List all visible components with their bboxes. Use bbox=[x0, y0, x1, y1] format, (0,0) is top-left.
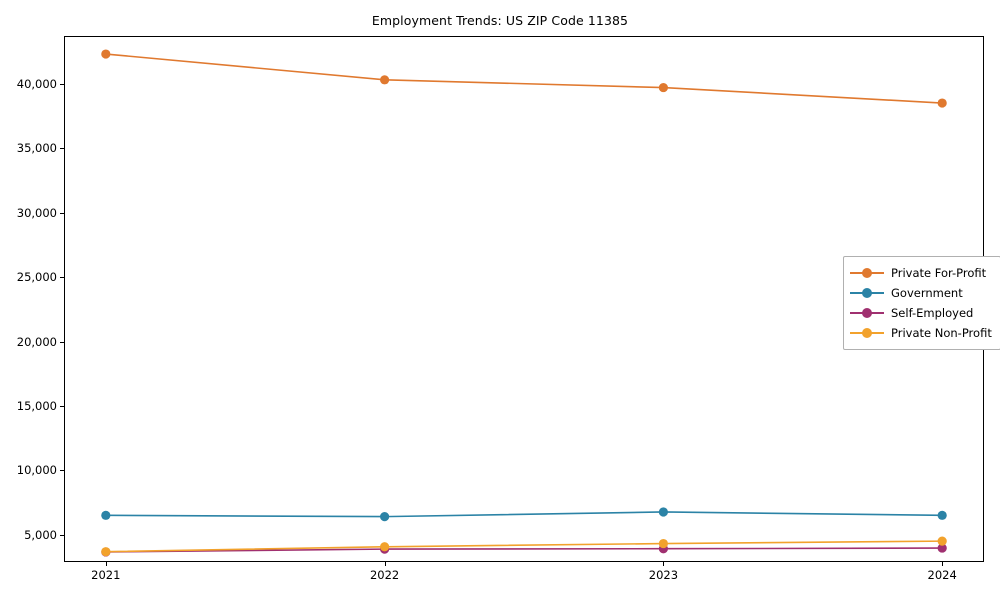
y-tick-label: 5,000 bbox=[24, 527, 57, 542]
legend-marker-icon bbox=[850, 306, 884, 320]
legend-dot-icon bbox=[862, 328, 872, 338]
y-tick-label: 35,000 bbox=[16, 141, 57, 156]
y-axis-tick-labels: 5,000 10,000 15,000 20,000 25,000 30,000 35,00… bbox=[0, 0, 57, 600]
series-line bbox=[105, 540, 943, 553]
data-point-marker bbox=[101, 547, 111, 557]
legend-marker-icon bbox=[850, 286, 884, 300]
data-point-marker bbox=[937, 510, 947, 520]
data-point-marker bbox=[380, 512, 390, 522]
x-tick-mark bbox=[663, 562, 665, 566]
data-point-marker bbox=[658, 82, 668, 93]
chart-title: Employment Trends: US ZIP Code 11385 bbox=[371, 13, 629, 28]
y-tick-label: 20,000 bbox=[16, 334, 57, 349]
series-private-non-profit bbox=[101, 536, 947, 557]
y-tick-mark bbox=[60, 470, 64, 472]
series-line bbox=[105, 53, 943, 104]
data-point-marker bbox=[380, 542, 390, 552]
y-tick-label: 40,000 bbox=[16, 76, 57, 91]
series-line bbox=[105, 511, 943, 518]
y-tick-mark bbox=[60, 212, 64, 214]
y-tick-label: 10,000 bbox=[16, 463, 57, 478]
legend-dot-icon bbox=[862, 268, 872, 278]
series-line bbox=[105, 547, 943, 553]
chart-legend[interactable]: Private For-Profit Government Self-Employe… bbox=[843, 256, 1000, 350]
legend-label: Self-Employed bbox=[891, 306, 974, 320]
x-tick-mark bbox=[105, 562, 107, 566]
data-point-marker bbox=[380, 75, 390, 85]
data-point-marker bbox=[937, 98, 947, 108]
legend-item[interactable]: Government bbox=[850, 283, 992, 303]
data-point-marker bbox=[937, 543, 947, 553]
legend-item[interactable]: Self-Employed bbox=[850, 303, 992, 323]
x-tick-mark bbox=[384, 562, 386, 566]
x-tick-label: 2022 bbox=[369, 568, 400, 582]
legend-label: Private For-Profit bbox=[891, 266, 987, 280]
y-tick-label: 30,000 bbox=[16, 205, 57, 220]
legend-marker-icon bbox=[850, 326, 884, 340]
x-tick-label: 2024 bbox=[927, 568, 957, 582]
data-point-marker bbox=[101, 49, 111, 59]
legend-label: Government bbox=[891, 286, 963, 300]
x-tick-mark bbox=[942, 562, 944, 566]
legend-item[interactable]: Private For-Profit bbox=[850, 263, 992, 283]
x-tick-label: 2021 bbox=[91, 568, 121, 582]
y-tick-mark bbox=[60, 148, 64, 150]
y-tick-mark bbox=[60, 83, 64, 85]
data-point-marker bbox=[101, 510, 111, 520]
y-tick-label: 15,000 bbox=[16, 399, 57, 413]
y-tick-mark bbox=[60, 534, 64, 536]
legend-item[interactable]: Private Non-Profit bbox=[850, 323, 992, 343]
y-tick-label: 25,000 bbox=[16, 270, 57, 285]
data-point-marker bbox=[658, 507, 668, 517]
plot-series-canvas bbox=[101, 49, 947, 557]
legend-dot-icon bbox=[862, 308, 872, 318]
x-tick-label: 2023 bbox=[648, 568, 679, 582]
data-point-marker bbox=[658, 538, 668, 549]
legend-marker-icon bbox=[850, 266, 884, 280]
legend-dot-icon bbox=[862, 288, 872, 298]
y-tick-mark bbox=[60, 341, 64, 343]
series-private-for-profit bbox=[101, 49, 947, 108]
y-tick-mark bbox=[60, 277, 64, 279]
series-government bbox=[101, 507, 947, 522]
legend-label: Private Non-Profit bbox=[891, 326, 992, 340]
data-point-marker bbox=[937, 536, 947, 546]
y-tick-mark bbox=[60, 406, 64, 407]
